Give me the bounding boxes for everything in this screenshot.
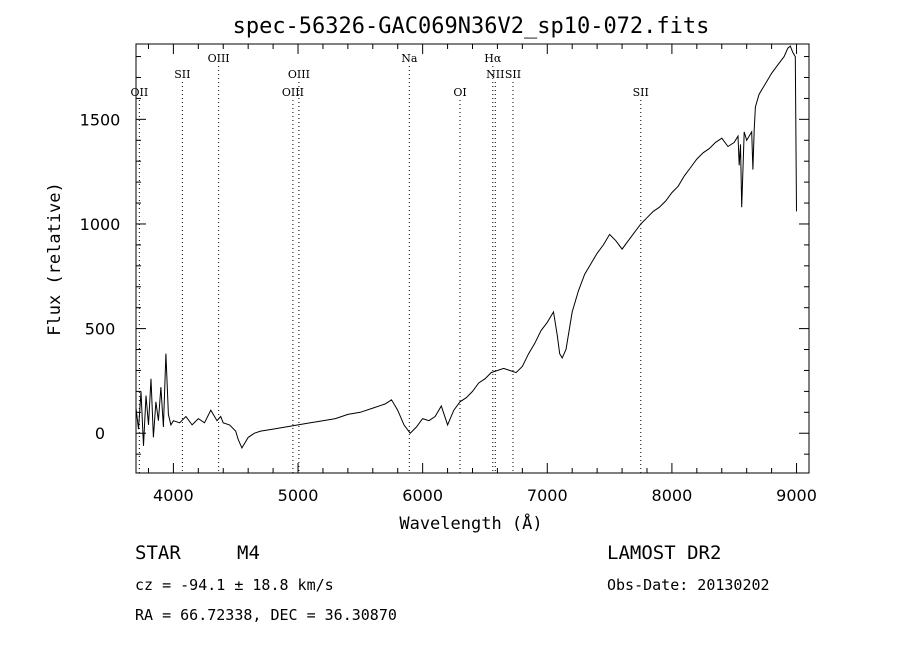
emission-line-label: Na xyxy=(401,52,418,65)
y-tick-label: 1000 xyxy=(80,215,121,234)
emission-line-label: Hα xyxy=(484,52,502,65)
x-tick-label: 7000 xyxy=(527,486,568,505)
x-axis-label: Wavelength (Å) xyxy=(399,512,542,534)
chart-title: spec-56326-GAC069N36V2_sp10-072.fits xyxy=(233,14,710,39)
redshift-text: cz = -94.1 ± 18.8 km/s xyxy=(135,576,334,594)
x-tick-label: 4000 xyxy=(153,486,194,505)
emission-line-label: OIII xyxy=(282,86,304,99)
y-axis-ticks: 0 500 1000 1500 xyxy=(80,56,809,455)
emission-line-label: OII xyxy=(131,86,149,99)
y-tick-label: 0 xyxy=(95,424,105,443)
spectrum-series-line xyxy=(135,45,797,449)
survey-name: LAMOST DR2 xyxy=(607,542,721,564)
emission-line-label: SII xyxy=(505,68,521,81)
emission-line-label: OI xyxy=(453,86,466,99)
emission-line-label: SII xyxy=(174,68,190,81)
emission-line-label: OIII xyxy=(208,52,230,65)
emission-line-label: NII xyxy=(486,68,504,81)
emission-line-label: OIII xyxy=(288,68,310,81)
x-tick-label: 5000 xyxy=(278,486,319,505)
x-tick-label: 9000 xyxy=(776,486,817,505)
y-axis-label: Flux (relative) xyxy=(45,182,65,336)
x-axis-ticks: 4000 5000 6000 7000 8000 9000 xyxy=(147,44,817,505)
radec-text: RA = 66.72338, DEC = 36.30870 xyxy=(135,606,397,624)
x-tick-label: 8000 xyxy=(652,486,693,505)
object-class: STAR xyxy=(135,542,181,564)
plot-frame xyxy=(135,43,810,474)
y-tick-label: 500 xyxy=(85,320,116,339)
x-tick-label: 6000 xyxy=(402,486,443,505)
object-subclass: M4 xyxy=(237,542,260,564)
obs-date-text: Obs-Date: 20130202 xyxy=(607,576,770,594)
y-tick-label: 1500 xyxy=(80,110,121,129)
emission-line-label: SII xyxy=(633,86,649,99)
